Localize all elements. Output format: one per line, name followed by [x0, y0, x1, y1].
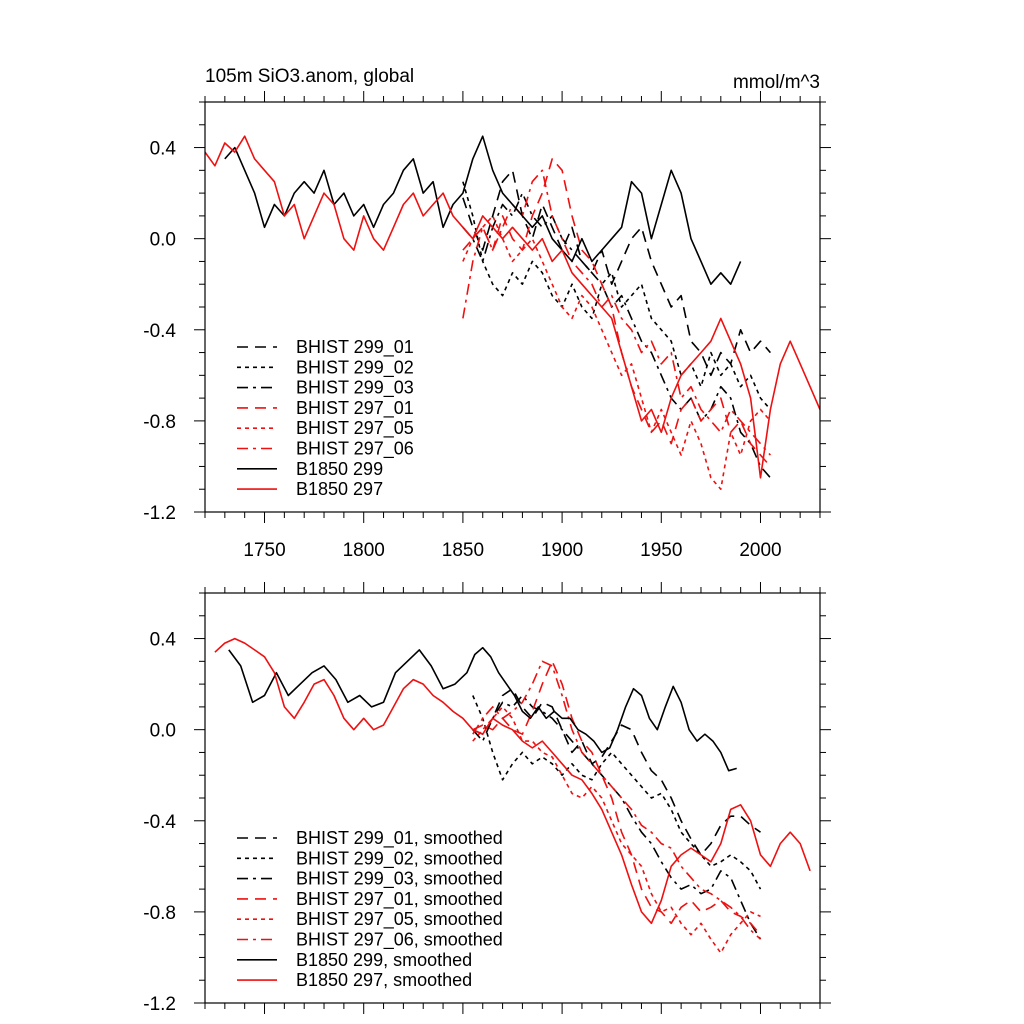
- bottom-panel: -1.2 -0.8 -0.4 0.0 0.4 BHIST 299_01, smoothed…: [143, 582, 831, 1015]
- y-tick-label: -0.8: [143, 903, 176, 924]
- legend-label: B1850 297: [296, 479, 383, 499]
- series-line-6: [224, 135, 742, 286]
- legend-label: BHIST 297_01: [296, 398, 414, 419]
- legend-label: BHIST 297_06: [296, 439, 414, 460]
- y-tick-label: 0.4: [150, 630, 177, 651]
- units-label: mmol/m^3: [733, 72, 820, 93]
- series-line-2: [462, 192, 772, 479]
- y-tick-label: 0.0: [150, 721, 176, 742]
- series-lines: [214, 637, 811, 954]
- legend-label: BHIST 299_01: [296, 337, 414, 358]
- series-line-0: [472, 687, 761, 856]
- chart-title: 105m SiO3.anom, global: [205, 66, 414, 87]
- legend-label: B1850 297, smoothed: [296, 970, 472, 990]
- legend-label: BHIST 297_05, smoothed: [296, 909, 503, 930]
- x-tick-label: 1850: [442, 540, 484, 561]
- legend-label: B1850 299, smoothed: [296, 950, 472, 970]
- x-tick-label: 1800: [343, 540, 385, 561]
- y-tick-label: -0.4: [143, 321, 176, 342]
- series-line-1: [472, 695, 762, 890]
- top-panel: 1750 1800 1850 1900 1950 2000 -1.2 -0.8 -0.4 0.0 0…: [143, 91, 831, 561]
- x-tick-label: 2000: [739, 540, 781, 561]
- series-line-0: [462, 169, 772, 377]
- series-line-2: [472, 694, 762, 940]
- legend-label: BHIST 299_02: [296, 357, 414, 378]
- series-line-3: [472, 660, 762, 936]
- legend-label: BHIST 297_06, smoothed: [296, 930, 503, 951]
- y-tick-label: 0.0: [150, 230, 176, 251]
- series-line-5: [472, 660, 762, 940]
- legend-label: B1850 299: [296, 459, 383, 479]
- x-tick-label: 1750: [243, 540, 285, 561]
- series-line-5: [462, 169, 772, 456]
- y-tick-label: -0.8: [143, 412, 176, 433]
- legend-label: BHIST 297_01, smoothed: [296, 889, 503, 910]
- y-tick-label: -1.2: [143, 994, 176, 1015]
- y-tick-label: 0.4: [150, 139, 177, 160]
- series-line-1: [462, 181, 772, 411]
- y-tick-label: -1.2: [143, 503, 176, 524]
- series-line-7: [214, 637, 811, 925]
- legend-label: BHIST 299_03: [296, 378, 414, 399]
- legend-label: BHIST 299_01, smoothed: [296, 828, 503, 849]
- x-tick-label: 1950: [640, 540, 682, 561]
- series-line-4: [462, 215, 772, 491]
- series-lines: [205, 135, 820, 491]
- x-tick-label: 1900: [541, 540, 583, 561]
- series-line-6: [228, 646, 737, 772]
- legend-label: BHIST 297_05: [296, 418, 414, 439]
- series-line-7: [205, 135, 820, 479]
- y-tick-label: -0.4: [143, 812, 176, 833]
- series-line-4: [472, 706, 761, 954]
- legend-label: BHIST 299_03, smoothed: [296, 869, 503, 890]
- series-line-3: [462, 158, 772, 467]
- legend-label: BHIST 299_02, smoothed: [296, 848, 503, 869]
